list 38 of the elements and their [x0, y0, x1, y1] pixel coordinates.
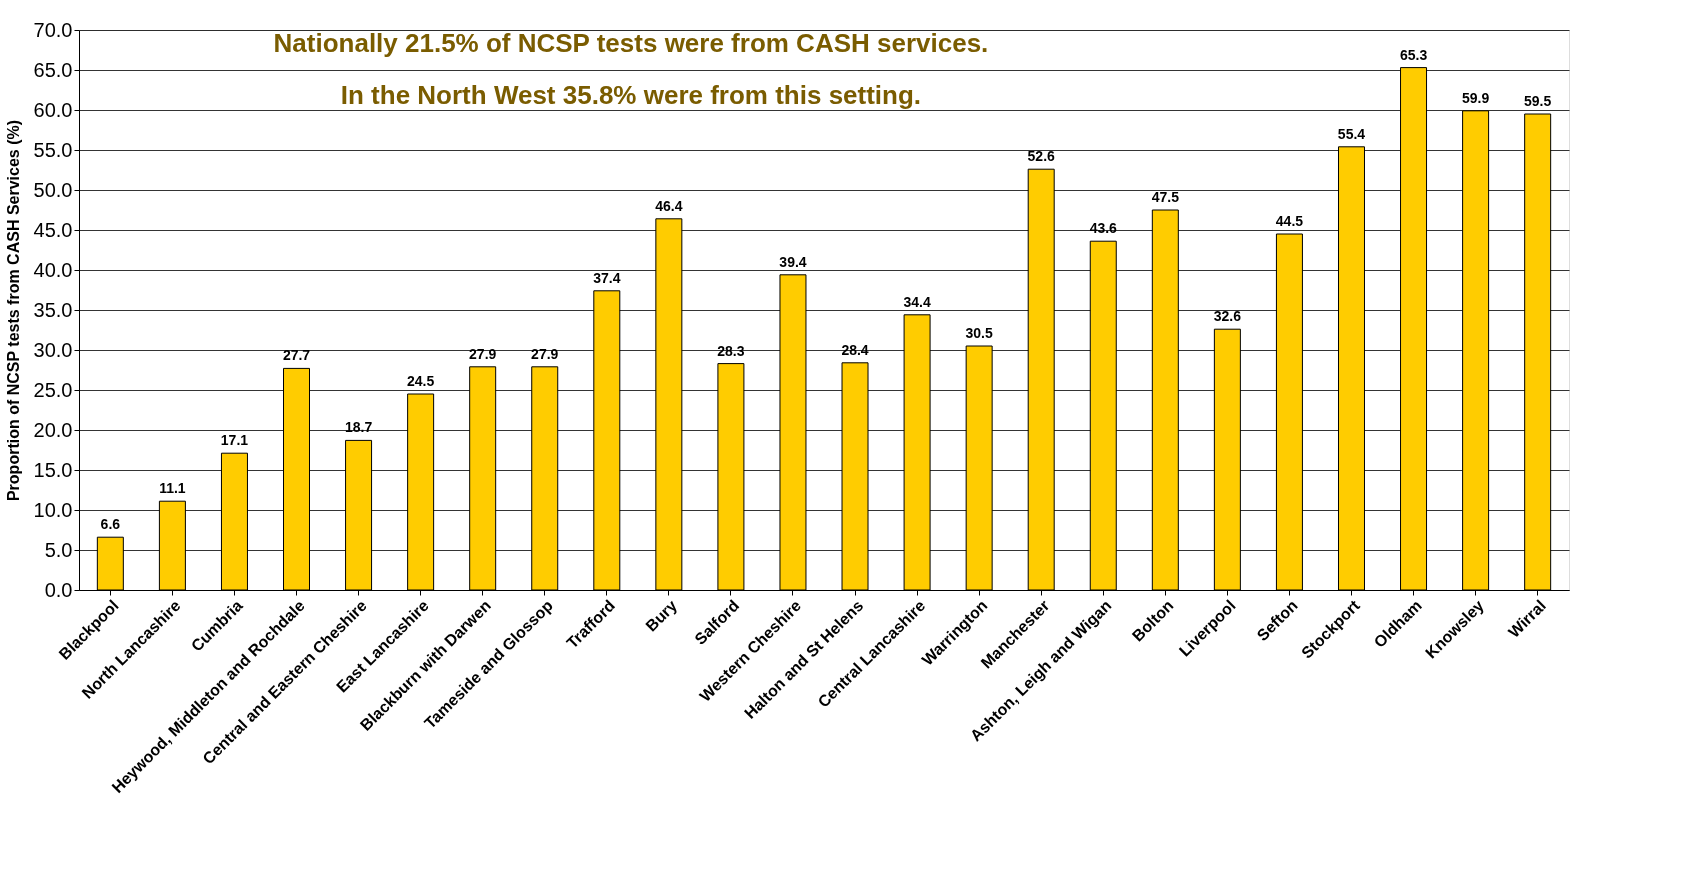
data-label: 34.4 [903, 293, 931, 310]
data-label: 37.4 [593, 269, 621, 286]
y-axis-title: Proportion of NCSP tests from CASH Services (%) [4, 119, 22, 502]
data-label: 55.4 [1337, 125, 1366, 142]
data-label: 32.6 [1213, 308, 1242, 325]
data-label: 46.4 [655, 197, 683, 214]
y-tick-label: 45.0 [33, 218, 73, 241]
y-tick-label: 15.0 [33, 458, 73, 481]
y-tick-label: 65.0 [33, 58, 73, 81]
y-tick-label: 0.0 [44, 578, 73, 601]
annotation: In the North West 35.8% were from this setting. [340, 80, 922, 110]
data-label: 6.6 [100, 516, 121, 533]
y-tick-label: 10.0 [33, 498, 73, 521]
y-tick-label: 60.0 [33, 98, 73, 121]
data-label: 39.4 [779, 253, 807, 270]
y-tick-label: 70.0 [33, 18, 73, 41]
data-label: 47.5 [1151, 189, 1180, 205]
y-tick-label: 50.0 [33, 178, 73, 201]
data-label: 17.1 [220, 432, 249, 449]
data-label: 59.5 [1524, 93, 1552, 109]
data-label: 52.6 [1027, 148, 1056, 165]
y-tick-label: 55.0 [33, 138, 73, 161]
y-tick-label: 35.0 [33, 298, 73, 321]
data-label: 30.5 [965, 325, 993, 341]
data-label: 24.5 [407, 373, 435, 389]
data-label: 27.7 [282, 347, 311, 364]
annotation: Nationally 21.5% of NCSP tests were from CASH services. [273, 28, 989, 58]
y-tick-label: 20.0 [33, 418, 73, 441]
y-tick-label: 40.0 [33, 258, 73, 281]
y-tick-label: 30.0 [33, 338, 73, 361]
data-label: 65.3 [1399, 46, 1428, 63]
data-label: 59.9 [1461, 89, 1490, 106]
y-tick-label: 5.0 [44, 538, 73, 561]
data-label: 27.9 [531, 345, 559, 362]
data-label: 11.1 [159, 480, 186, 497]
data-label: 27.9 [469, 345, 497, 362]
data-label: 44.5 [1275, 213, 1304, 229]
y-tick-label: 25.0 [33, 378, 73, 401]
